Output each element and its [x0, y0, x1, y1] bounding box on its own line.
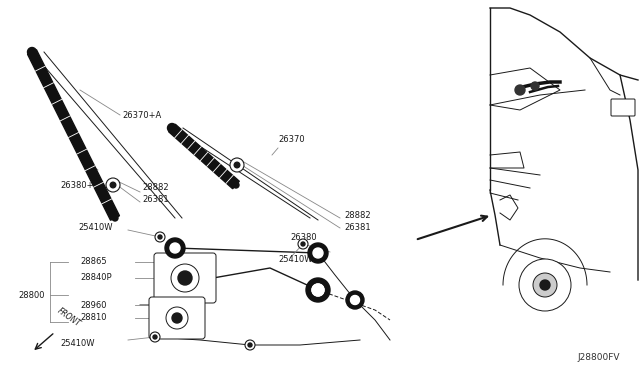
Polygon shape [28, 50, 120, 220]
Circle shape [165, 238, 185, 258]
Circle shape [168, 124, 177, 132]
Text: 25410W: 25410W [278, 256, 312, 264]
Circle shape [178, 271, 192, 285]
Circle shape [112, 215, 118, 221]
Circle shape [306, 278, 330, 302]
Text: 28882: 28882 [344, 211, 371, 219]
Circle shape [351, 296, 359, 304]
Circle shape [540, 280, 550, 290]
Circle shape [533, 273, 557, 297]
Text: 26370: 26370 [278, 135, 305, 144]
Text: 25410W: 25410W [78, 224, 113, 232]
Circle shape [298, 239, 308, 249]
Text: 26381: 26381 [344, 222, 371, 231]
Circle shape [106, 178, 120, 192]
Circle shape [110, 182, 116, 188]
Circle shape [531, 82, 539, 90]
Circle shape [166, 307, 188, 329]
Text: 28882: 28882 [142, 183, 168, 192]
Text: 28800: 28800 [18, 291, 45, 299]
FancyBboxPatch shape [154, 253, 216, 303]
Text: 28840P: 28840P [80, 273, 111, 282]
Circle shape [150, 332, 160, 342]
Text: 28865: 28865 [80, 257, 107, 266]
Circle shape [308, 243, 328, 263]
Circle shape [172, 313, 182, 323]
Circle shape [158, 235, 162, 239]
Circle shape [351, 295, 360, 305]
Circle shape [234, 162, 240, 168]
Circle shape [248, 343, 252, 347]
Circle shape [153, 335, 157, 339]
Circle shape [170, 243, 180, 253]
Text: 28810: 28810 [80, 314, 106, 323]
Text: 26380: 26380 [290, 234, 317, 243]
Text: 25410W: 25410W [60, 339, 95, 347]
Circle shape [28, 48, 36, 57]
Circle shape [245, 340, 255, 350]
Circle shape [515, 85, 525, 95]
Circle shape [519, 259, 571, 311]
Circle shape [312, 284, 324, 296]
Circle shape [230, 158, 244, 172]
Text: 28960: 28960 [80, 301, 106, 310]
Polygon shape [169, 124, 239, 189]
Circle shape [155, 232, 165, 242]
Circle shape [301, 242, 305, 246]
FancyBboxPatch shape [149, 297, 205, 339]
Text: J28800FV: J28800FV [577, 353, 620, 362]
Text: 26381: 26381 [142, 196, 168, 205]
Text: 26370+A: 26370+A [122, 110, 161, 119]
Text: 26380+A: 26380+A [60, 180, 99, 189]
FancyBboxPatch shape [611, 99, 635, 116]
Text: FRONT: FRONT [56, 307, 83, 329]
Circle shape [171, 264, 199, 292]
Circle shape [346, 291, 364, 309]
Circle shape [312, 284, 324, 296]
Circle shape [313, 248, 323, 258]
Circle shape [233, 182, 239, 188]
